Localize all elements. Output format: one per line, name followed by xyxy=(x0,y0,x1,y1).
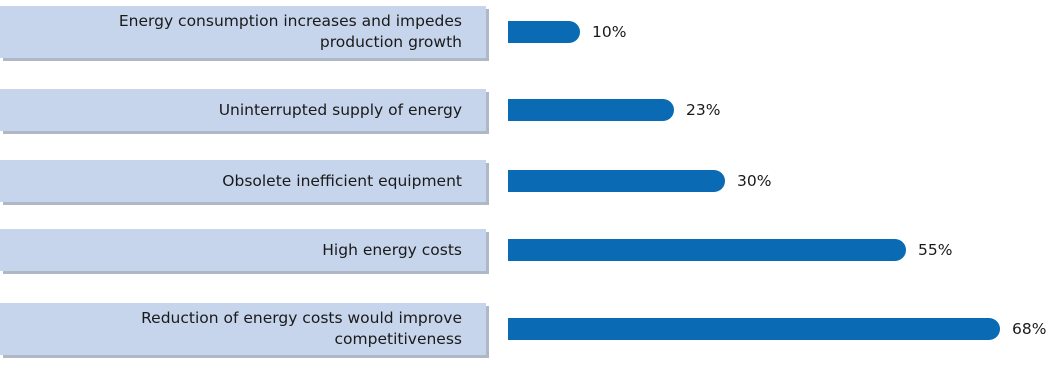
bar xyxy=(508,239,906,261)
data-label: 23% xyxy=(686,101,721,119)
category-label-box: High energy costs xyxy=(0,229,486,271)
data-label: 30% xyxy=(737,172,772,190)
category-label-line: High energy costs xyxy=(322,240,462,259)
category-label-box: Uninterrupted supply of energy xyxy=(0,89,486,131)
data-label: 55% xyxy=(918,241,953,259)
bar xyxy=(508,170,725,192)
data-label: 10% xyxy=(592,23,627,41)
category-label-line: competitiveness xyxy=(334,330,462,348)
category-label-box: Obsolete inefficient equipment xyxy=(0,160,486,202)
category-label: Reduction of energy costs would improve c… xyxy=(141,308,462,350)
category-label-line: Reduction of energy costs would improve xyxy=(141,309,462,327)
data-label: 68% xyxy=(1012,320,1047,338)
category-label-box: Energy consumption increases and impedes… xyxy=(0,6,486,58)
category-label-line: production growth xyxy=(319,33,462,51)
bar xyxy=(508,99,674,121)
category-label: Energy consumption increases and impedes… xyxy=(119,11,462,53)
category-label: Uninterrupted supply of energy xyxy=(219,100,462,121)
bar xyxy=(508,21,580,43)
category-label: Obsolete inefficient equipment xyxy=(222,171,462,192)
category-label-box: Reduction of energy costs would improve c… xyxy=(0,303,486,355)
category-label-line: Energy consumption increases and impedes xyxy=(118,12,462,30)
category-label-line: Obsolete inefficient equipment xyxy=(222,171,462,190)
category-label: High energy costs xyxy=(322,240,462,261)
bar xyxy=(508,318,1000,340)
category-label-line: Uninterrupted supply of energy xyxy=(218,100,462,119)
